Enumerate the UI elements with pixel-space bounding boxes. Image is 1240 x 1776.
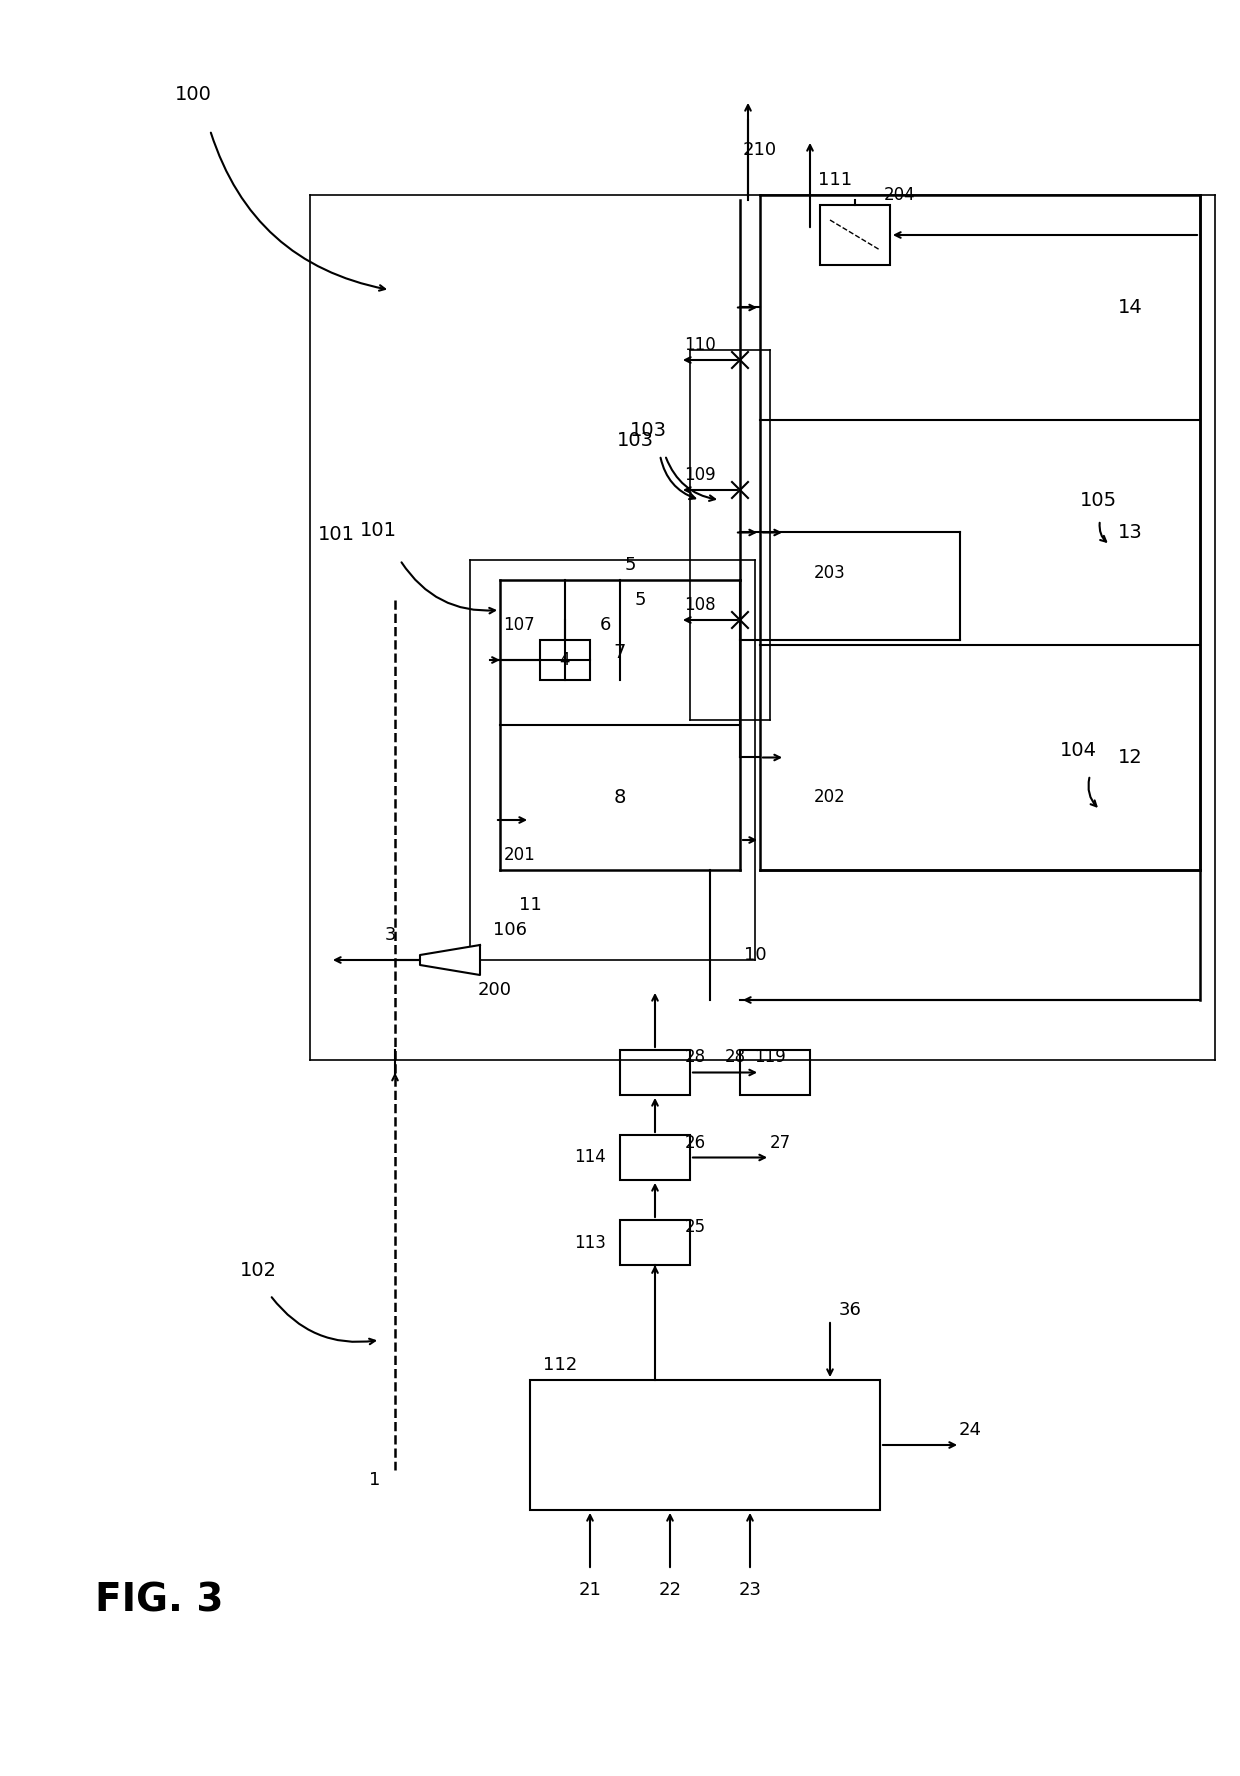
- Text: 210: 210: [743, 140, 777, 160]
- Text: 110: 110: [684, 336, 715, 353]
- Bar: [740, 1050, 810, 1096]
- Text: 201: 201: [505, 845, 536, 863]
- Text: 21: 21: [579, 1581, 601, 1598]
- Text: 200: 200: [477, 980, 512, 998]
- Text: 7: 7: [614, 643, 626, 662]
- Text: 203: 203: [815, 563, 846, 581]
- Text: 13: 13: [1117, 522, 1142, 542]
- Bar: [620, 1135, 689, 1179]
- Text: 25: 25: [684, 1218, 706, 1236]
- Text: 24: 24: [959, 1421, 982, 1439]
- Text: 10: 10: [744, 947, 766, 964]
- Text: 1: 1: [370, 1471, 381, 1488]
- Text: 101: 101: [317, 526, 355, 545]
- Text: 22: 22: [658, 1581, 682, 1598]
- Text: 107: 107: [503, 616, 534, 634]
- Text: 26: 26: [684, 1133, 706, 1151]
- Text: 202: 202: [815, 789, 846, 806]
- Text: 4: 4: [559, 652, 570, 670]
- Text: 108: 108: [684, 597, 715, 614]
- Text: 102: 102: [241, 1261, 277, 1279]
- Text: 103: 103: [630, 421, 667, 439]
- Text: 27: 27: [770, 1133, 791, 1151]
- Bar: [539, 639, 590, 680]
- Text: 23: 23: [739, 1581, 761, 1598]
- Text: 106: 106: [494, 922, 527, 940]
- Text: 101: 101: [360, 520, 397, 540]
- Text: 104: 104: [1060, 741, 1097, 760]
- Bar: [820, 204, 890, 265]
- Text: 109: 109: [684, 465, 715, 485]
- Text: 8: 8: [614, 789, 626, 806]
- Text: 5: 5: [634, 591, 646, 609]
- Text: 12: 12: [1117, 748, 1142, 767]
- Bar: [620, 1220, 689, 1265]
- Text: 111: 111: [818, 170, 852, 188]
- Text: 112: 112: [543, 1357, 577, 1375]
- Text: 14: 14: [1117, 298, 1142, 316]
- Text: 100: 100: [175, 85, 212, 105]
- Text: 5: 5: [624, 556, 636, 574]
- Polygon shape: [420, 945, 480, 975]
- Text: 105: 105: [1080, 490, 1117, 510]
- Bar: [620, 1050, 689, 1096]
- Text: FIG. 3: FIG. 3: [95, 1581, 223, 1620]
- Text: 204: 204: [884, 186, 916, 204]
- Text: 11: 11: [518, 897, 542, 915]
- Text: 119: 119: [754, 1048, 786, 1067]
- Text: 114: 114: [574, 1149, 606, 1167]
- Text: 36: 36: [838, 1302, 862, 1320]
- Bar: [529, 1380, 880, 1510]
- Text: 113: 113: [574, 1234, 606, 1252]
- Text: 28: 28: [724, 1048, 745, 1067]
- Text: 6: 6: [599, 616, 610, 634]
- Text: 103: 103: [616, 430, 653, 449]
- Text: 28: 28: [684, 1048, 706, 1067]
- Text: 3: 3: [384, 925, 396, 945]
